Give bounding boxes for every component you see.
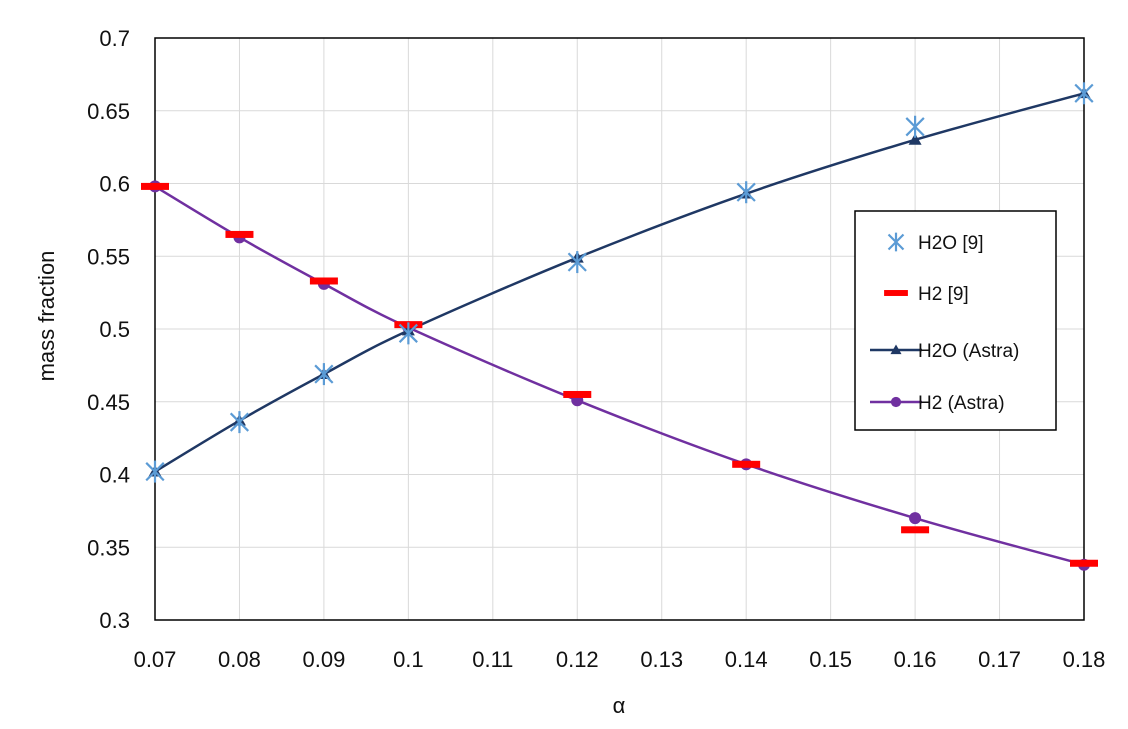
data-point — [736, 181, 756, 204]
data-point — [908, 133, 922, 145]
data-point — [732, 460, 761, 468]
x-tick-label: 0.13 — [640, 647, 683, 672]
y-axis-title: mass fraction — [34, 251, 59, 382]
legend-label: H2 [9] — [918, 284, 969, 305]
series-0 — [145, 82, 1094, 483]
x-tick-label: 0.1 — [393, 647, 424, 672]
data-point — [905, 115, 925, 138]
legend-label: H2O [9] — [918, 233, 983, 254]
y-tick-label: 0.3 — [99, 608, 130, 633]
data-point — [229, 411, 250, 434]
x-tick-label: 0.18 — [1063, 647, 1106, 672]
legend-box — [854, 210, 1057, 431]
data-point — [314, 363, 334, 386]
x-axis-ticks: 0.07 0.08 0.09 0.1 0.11 0.12 0.13 0.14 0.15 0.16 0… — [134, 647, 1106, 672]
y-tick-label: 0.45 — [87, 390, 130, 415]
y-tick-label: 0.35 — [87, 535, 130, 560]
y-axis-ticks: 0.3 0.35 0.4 0.45 0.5 0.55 0.6 0.65 0.7 — [87, 26, 130, 633]
x-axis-title: α — [613, 693, 626, 718]
x-tick-label: 0.17 — [978, 647, 1021, 672]
y-tick-label: 0.55 — [87, 244, 130, 269]
legend-item: H2O (Astra) — [870, 341, 1019, 362]
legend-item: H2 [9] — [884, 284, 969, 305]
data-point — [567, 251, 587, 274]
x-tick-label: 0.09 — [302, 647, 345, 672]
x-tick-label: 0.07 — [134, 647, 177, 672]
data-point — [1074, 82, 1094, 105]
data-point — [225, 230, 254, 238]
y-tick-label: 0.7 — [99, 26, 130, 51]
data-point — [145, 460, 165, 483]
y-tick-label: 0.6 — [99, 172, 130, 197]
data-point — [1070, 559, 1098, 567]
x-tick-label: 0.11 — [472, 647, 513, 672]
legend-label: H2O (Astra) — [918, 341, 1019, 362]
x-tick-label: 0.14 — [725, 647, 768, 672]
x-tick-label: 0.15 — [809, 647, 852, 672]
legend-item: H2O [9] — [887, 232, 983, 254]
y-tick-label: 0.5 — [99, 317, 130, 342]
legend-item: H2 (Astra) — [870, 393, 1005, 414]
data-point — [909, 512, 922, 525]
y-tick-label: 0.65 — [87, 99, 130, 124]
data-point — [141, 182, 169, 190]
x-tick-label: 0.12 — [556, 647, 599, 672]
legend: H2O [9] H2 [9] H2O (Astra) H2 (Astra) — [854, 210, 1057, 431]
data-point — [563, 390, 592, 398]
x-tick-label: 0.08 — [218, 647, 261, 672]
data-point — [901, 526, 930, 534]
legend-label: H2 (Astra) — [918, 393, 1005, 414]
data-point — [309, 277, 338, 285]
plot-area-border — [154, 37, 1085, 621]
series-layer — [141, 82, 1098, 571]
y-tick-label: 0.4 — [99, 463, 130, 488]
data-point — [398, 322, 418, 345]
x-tick-label: 0.16 — [894, 647, 937, 672]
